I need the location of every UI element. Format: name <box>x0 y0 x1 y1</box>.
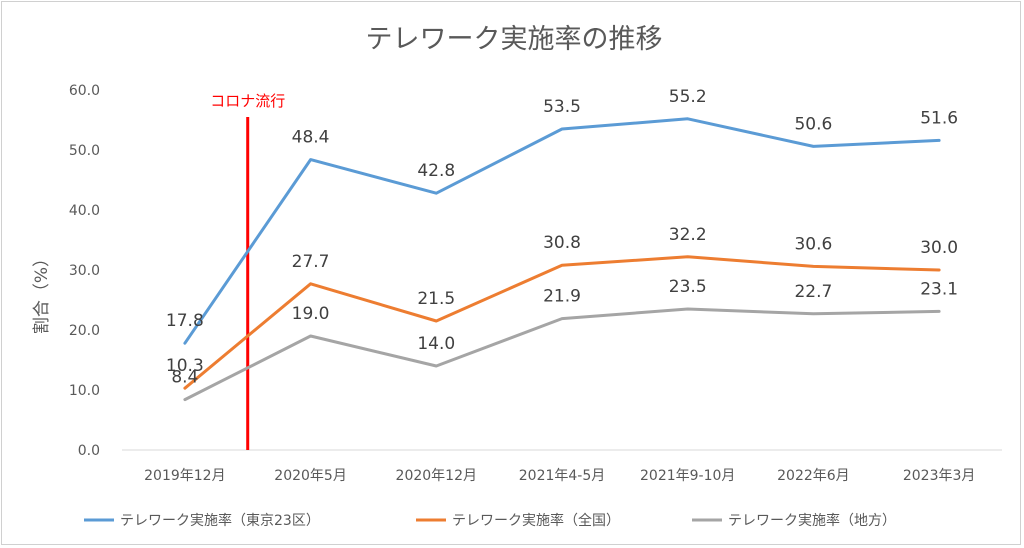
data-label: 21.9 <box>543 287 581 307</box>
data-label: 42.8 <box>417 161 455 181</box>
data-label: 55.2 <box>669 87 707 107</box>
data-label: 51.6 <box>920 108 958 128</box>
legend-label: テレワーク実施率（地方） <box>728 512 896 529</box>
data-label: 17.8 <box>166 311 204 331</box>
x-category-label: 2021年4-5月 <box>519 468 606 484</box>
y-tick-label: 40.0 <box>69 203 100 219</box>
series-lines <box>183 117 941 402</box>
data-label: 19.0 <box>292 304 330 324</box>
x-axis-categories: 2019年12月 2020年5月 2020年12月 2021年4-5月 2021年9-1… <box>144 468 975 484</box>
series-line <box>183 255 941 390</box>
series-line <box>183 307 941 402</box>
data-label: 30.8 <box>543 233 581 253</box>
x-category-label: 2023年3月 <box>903 468 976 484</box>
x-category-label: 2020年12月 <box>396 468 477 484</box>
data-label: 21.5 <box>417 289 455 309</box>
legend-label: テレワーク実施率（東京23区） <box>120 512 320 529</box>
chart-title: テレワーク実施率の推移 <box>366 24 663 55</box>
data-label: 23.1 <box>920 279 958 299</box>
data-label: 8.4 <box>171 368 198 388</box>
y-tick-label: 10.0 <box>69 383 100 399</box>
data-label: 10.3 <box>166 356 204 376</box>
data-label: 27.7 <box>292 252 330 272</box>
data-label: 48.4 <box>292 128 330 148</box>
data-label: 30.0 <box>920 238 958 258</box>
x-category-label: 2019年12月 <box>144 468 225 484</box>
covid-annotation: コロナ流行 <box>210 92 285 110</box>
data-label: 53.5 <box>543 97 581 117</box>
data-label: 22.7 <box>794 282 832 302</box>
x-category-label: 2022年6月 <box>777 468 850 484</box>
y-axis-ticks: 0.0 10.0 20.0 30.0 40.0 50.0 60.0 <box>69 83 100 459</box>
y-tick-label: 60.0 <box>69 83 100 99</box>
series-line <box>183 117 941 345</box>
y-tick-label: 0.0 <box>78 443 100 459</box>
y-tick-label: 20.0 <box>69 323 100 339</box>
data-label: 32.2 <box>669 225 707 245</box>
legend: テレワーク実施率（東京23区） テレワーク実施率（全国） テレワーク実施率（地方） <box>84 512 896 529</box>
y-tick-label: 30.0 <box>69 263 100 279</box>
legend-label: テレワーク実施率（全国） <box>452 512 620 529</box>
y-axis-label: 割合（%） <box>32 250 52 334</box>
data-label: 14.0 <box>417 334 455 354</box>
y-tick-label: 50.0 <box>69 143 100 159</box>
x-category-label: 2021年9-10月 <box>640 468 735 484</box>
data-label: 30.6 <box>794 234 832 254</box>
x-category-label: 2020年5月 <box>274 468 347 484</box>
data-label: 50.6 <box>794 114 832 134</box>
data-label: 23.5 <box>669 277 707 297</box>
data-labels: 17.8 48.4 42.8 53.5 55.2 50.6 51.6 10.3 27.7 21.5… <box>166 87 958 388</box>
